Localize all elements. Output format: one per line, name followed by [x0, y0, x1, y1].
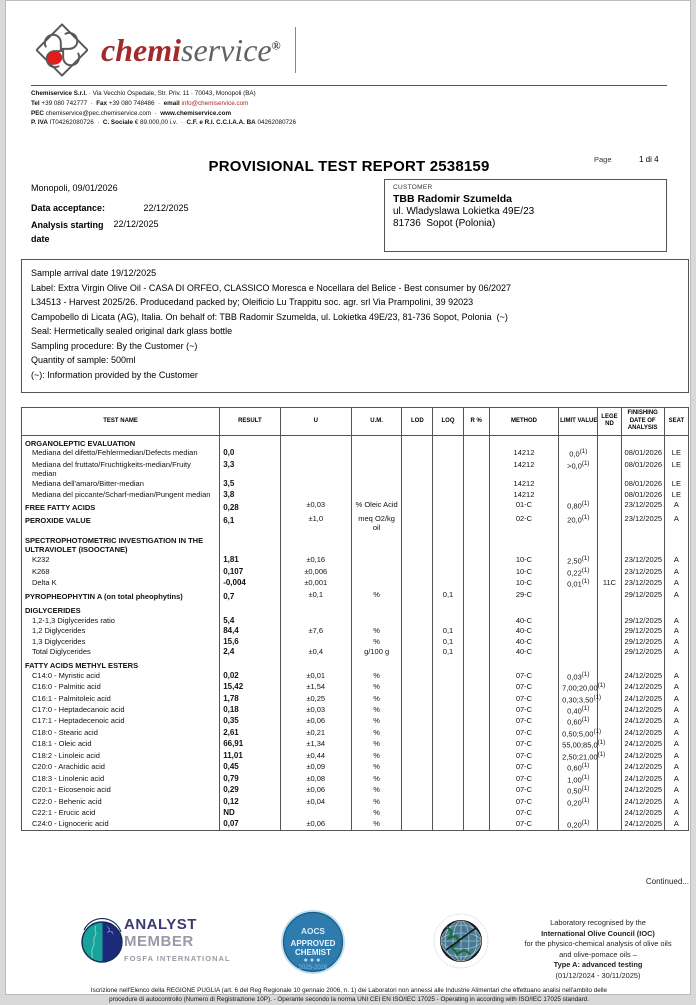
svg-text:●●●: ●●● — [304, 957, 323, 964]
svg-text:AOCS: AOCS — [301, 926, 325, 936]
svg-text:CHEMIST: CHEMIST — [295, 948, 331, 957]
svg-text:2025-2026: 2025-2026 — [299, 965, 328, 971]
svg-text:APPROVED: APPROVED — [291, 939, 336, 948]
